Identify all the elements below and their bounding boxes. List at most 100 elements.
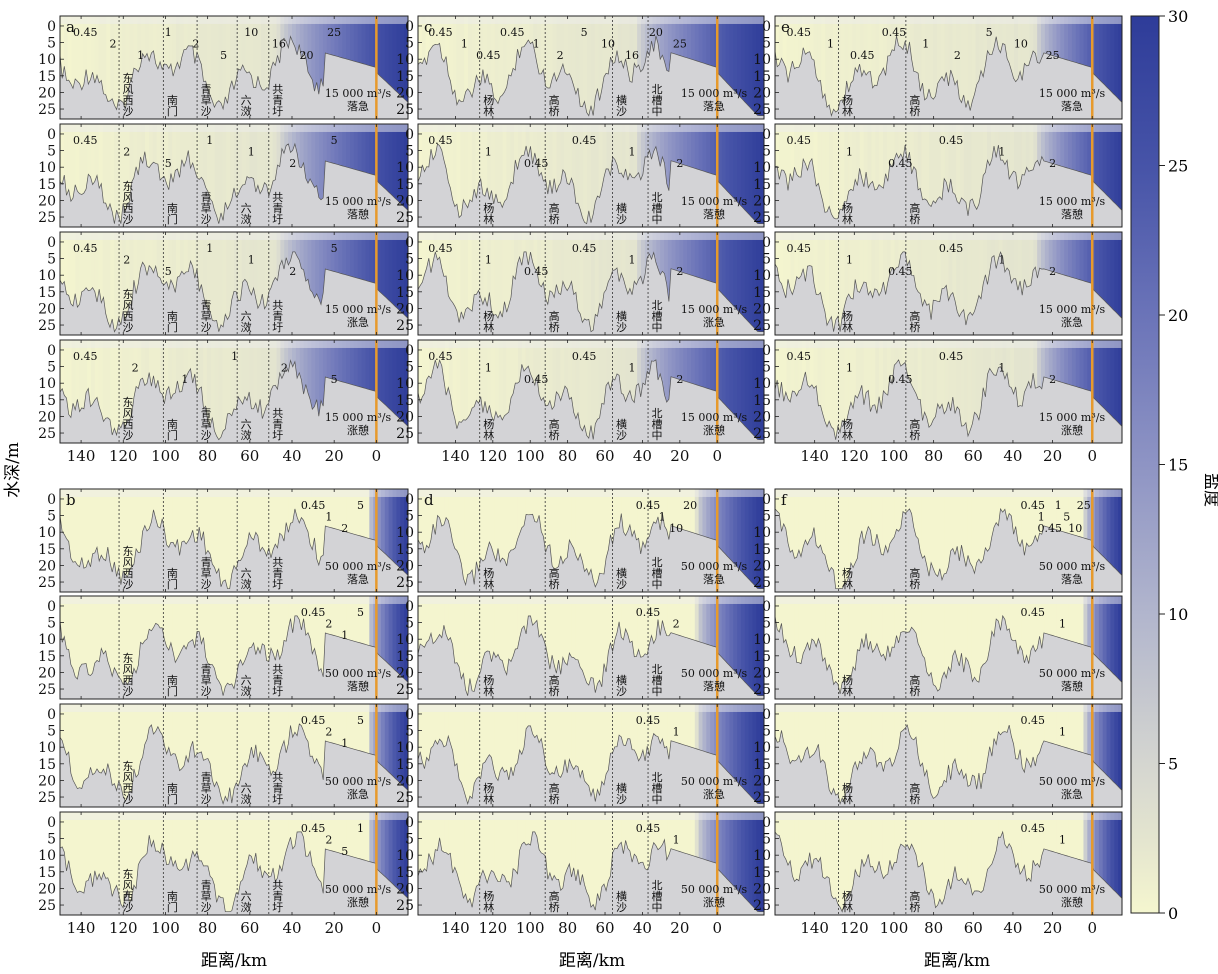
- salinity-band: [933, 340, 938, 443]
- salinity-band: [871, 16, 876, 119]
- salinity-band: [840, 812, 845, 915]
- contour-label: 1: [248, 254, 255, 267]
- salinity-band: [311, 812, 316, 915]
- discharge-label: 50 000 m³/s: [1039, 667, 1106, 680]
- discharge-label: 15 000 m³/s: [1039, 303, 1106, 316]
- salinity-band: [502, 16, 508, 119]
- salinity-band: [760, 596, 764, 699]
- salinity-band: [319, 812, 324, 915]
- salinity-band: [832, 489, 838, 592]
- y-tick-label: 25: [753, 102, 771, 118]
- section-name: 杨: [483, 201, 494, 215]
- salinity-band: [859, 124, 865, 227]
- salinity-band: [740, 124, 746, 227]
- salinity-band: [560, 489, 565, 592]
- salinity-band: [859, 16, 865, 119]
- salinity-band: [748, 704, 754, 807]
- salinity-band: [487, 596, 492, 699]
- salinity-band: [882, 16, 888, 119]
- y-tick-label: 25: [38, 102, 56, 118]
- y-tick-label: 5: [405, 144, 414, 160]
- salinity-band: [483, 232, 488, 335]
- salinity-band: [1098, 232, 1104, 335]
- seabed-profile: [775, 507, 1122, 592]
- section-name: 滧: [241, 104, 252, 118]
- contour-label: 5: [331, 134, 338, 147]
- salinity-band: [963, 704, 969, 807]
- salinity-band: [475, 340, 481, 443]
- section-name: 中: [652, 213, 663, 226]
- salinity-band: [537, 232, 542, 335]
- salinity-band: [71, 340, 77, 443]
- salinity-band: [571, 340, 577, 443]
- salinity-band: [253, 16, 258, 119]
- salinity-band: [552, 232, 557, 335]
- section-name: 沙: [123, 901, 134, 914]
- salinity-band: [203, 812, 208, 915]
- y-tick-label: 15: [38, 542, 56, 558]
- salinity-band: [179, 704, 185, 807]
- salinity-band: [514, 596, 519, 699]
- section-name: 青: [272, 94, 283, 107]
- salinity-band: [87, 812, 92, 915]
- salinity-band: [1029, 596, 1034, 699]
- salinity-band: [241, 340, 247, 443]
- salinity-band: [748, 16, 754, 119]
- salinity-band: [479, 124, 484, 227]
- section-name: 沙: [201, 685, 212, 698]
- salinity-band: [794, 596, 799, 699]
- salinity-band: [110, 596, 115, 699]
- y-tick-label: 0: [405, 707, 414, 723]
- salinity-band: [564, 596, 569, 699]
- salinity-band: [222, 16, 227, 119]
- salinity-band: [264, 704, 270, 807]
- x-tick-label: 60: [240, 919, 259, 937]
- section-name: 沙: [123, 793, 134, 806]
- salinity-band: [933, 596, 938, 699]
- salinity-band: [840, 489, 845, 592]
- salinity-band: [1102, 16, 1108, 119]
- contour-label: 0.45: [73, 26, 98, 39]
- salinity-band: [418, 340, 423, 443]
- panel-frame: [774, 811, 1123, 916]
- tide-label: 涨憩: [703, 423, 725, 437]
- x-tick-label: 20: [1043, 919, 1062, 937]
- x-tick-label: 20: [670, 919, 689, 937]
- salinity-band: [60, 232, 65, 335]
- salinity-band: [1110, 340, 1115, 443]
- salinity-band: [71, 704, 77, 807]
- salinity-band: [940, 124, 946, 227]
- salinity-band: [855, 704, 861, 807]
- salinity-band: [1098, 812, 1104, 915]
- salinity-band: [75, 124, 80, 227]
- section-name: 共: [272, 191, 283, 204]
- tide-label: 落憩: [347, 679, 369, 693]
- section-name: 青: [272, 890, 283, 903]
- section-name: 高: [909, 417, 920, 431]
- salinity-band: [237, 812, 243, 915]
- salinity-band: [75, 596, 80, 699]
- salinity-band: [852, 232, 857, 335]
- salinity-band: [253, 232, 258, 335]
- salinity-band: [226, 812, 231, 915]
- salinity-band: [471, 232, 477, 335]
- contour-label: 5: [220, 49, 227, 62]
- salinity-band: [832, 124, 838, 227]
- salinity-band: [471, 704, 477, 807]
- salinity-band: [933, 124, 938, 227]
- salinity-band: [307, 124, 312, 227]
- surface-strip: [418, 124, 764, 132]
- contour-label: 2: [281, 362, 288, 375]
- salinity-band: [125, 16, 131, 119]
- salinity-band: [591, 812, 596, 915]
- salinity-band: [245, 596, 251, 699]
- salinity-band: [87, 596, 92, 699]
- contour-label: 1: [628, 254, 635, 267]
- salinity-band: [948, 704, 953, 807]
- salinity-band: [725, 812, 730, 915]
- salinity-band: [940, 489, 946, 592]
- section-name: 东: [123, 72, 134, 85]
- salinity-band: [960, 232, 965, 335]
- salinity-band: [133, 812, 138, 915]
